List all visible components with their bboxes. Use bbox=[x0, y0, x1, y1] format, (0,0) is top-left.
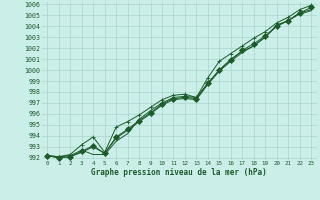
X-axis label: Graphe pression niveau de la mer (hPa): Graphe pression niveau de la mer (hPa) bbox=[91, 168, 267, 177]
